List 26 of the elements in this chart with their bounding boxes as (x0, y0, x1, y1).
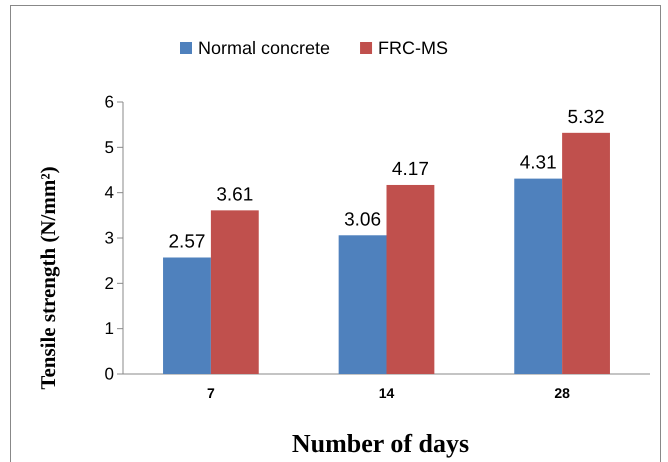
y-axis-title: Tensile strength (N/mm²) (36, 166, 60, 390)
data-label: 2.57 (168, 231, 206, 252)
x-tick-label: 7 (206, 384, 215, 401)
bar (163, 257, 211, 374)
bar (210, 210, 259, 374)
bar (514, 178, 562, 374)
data-label: 4.31 (520, 152, 557, 174)
y-tick-label: 1 (104, 319, 114, 338)
y-tick-label: 2 (104, 274, 114, 293)
y-tick-label: 4 (104, 183, 114, 202)
y-tick-label: 3 (104, 228, 114, 248)
data-label: 3.61 (216, 184, 254, 206)
legend-label: Normal concrete (198, 38, 330, 58)
bar (562, 132, 610, 374)
bar (386, 184, 434, 374)
x-axis-title: Number of days (292, 429, 470, 458)
data-label: 3.06 (344, 209, 382, 230)
x-tick-label: 14 (378, 384, 394, 401)
bar (338, 235, 386, 374)
legend-label: FRC-MS (378, 38, 448, 58)
data-label: 4.17 (392, 158, 429, 180)
y-tick-label: 6 (104, 92, 114, 112)
y-tick-label: 0 (104, 364, 114, 384)
x-tick-label: 28 (554, 384, 570, 401)
data-label: 5.32 (568, 106, 605, 128)
y-tick-label: 5 (104, 138, 114, 157)
